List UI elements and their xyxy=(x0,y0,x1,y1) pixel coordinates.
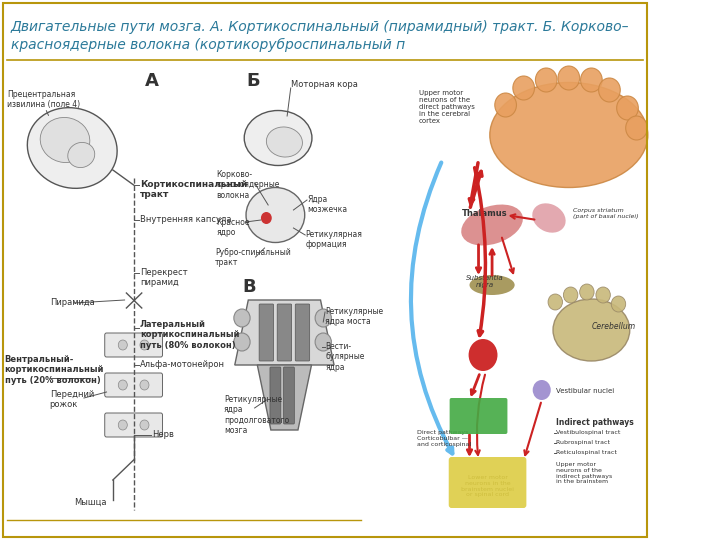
Text: Альфа-мотонейрон: Альфа-мотонейрон xyxy=(140,360,225,369)
Ellipse shape xyxy=(462,205,523,246)
FancyBboxPatch shape xyxy=(295,304,310,361)
Text: Передний
рожок: Передний рожок xyxy=(50,390,94,409)
Text: Корково-
красноядерные
волокна: Корково- красноядерные волокна xyxy=(217,170,280,200)
Text: А: А xyxy=(145,72,158,90)
Text: Б: Б xyxy=(246,72,260,90)
Text: Ретикулярная
формация: Ретикулярная формация xyxy=(305,230,362,249)
Polygon shape xyxy=(257,365,312,430)
Circle shape xyxy=(261,212,271,224)
Ellipse shape xyxy=(27,107,117,188)
Text: Нерв: Нерв xyxy=(152,430,174,439)
Circle shape xyxy=(513,76,534,100)
Text: Reticulospinal tract: Reticulospinal tract xyxy=(556,450,617,455)
Text: Upper motor
neurons of the
direct pathways
in the cerebral
cortex: Upper motor neurons of the direct pathwa… xyxy=(419,90,474,124)
Circle shape xyxy=(626,116,647,140)
Text: В: В xyxy=(242,278,256,296)
Circle shape xyxy=(495,93,516,117)
Text: Ядра
мозжечка: Ядра мозжечка xyxy=(307,195,347,214)
Text: Мышца: Мышца xyxy=(74,498,107,507)
FancyBboxPatch shape xyxy=(449,398,508,434)
Circle shape xyxy=(580,68,602,92)
FancyBboxPatch shape xyxy=(104,413,163,437)
FancyBboxPatch shape xyxy=(104,333,163,357)
Circle shape xyxy=(536,68,557,92)
Text: Двигательные пути мозга. А. Кортикоспинальный (пирамидный) тракт. Б. Корково–: Двигательные пути мозга. А. Кортикоспина… xyxy=(11,20,629,34)
Text: Vestibulospinal tract: Vestibulospinal tract xyxy=(556,430,621,435)
Text: Direct pathways
Corticobulbar —
and corticospinal: Direct pathways Corticobulbar — and cort… xyxy=(417,430,472,447)
FancyBboxPatch shape xyxy=(259,304,274,361)
Text: Reticular
formation: Reticular formation xyxy=(459,409,498,422)
Circle shape xyxy=(118,420,127,430)
Text: Прецентральная
извилина (поле 4): Прецентральная извилина (поле 4) xyxy=(7,90,81,110)
Ellipse shape xyxy=(490,83,648,187)
Text: Латеральный
кортикоспинальный
путь (80% волокон): Латеральный кортикоспинальный путь (80% … xyxy=(140,320,240,350)
Circle shape xyxy=(234,309,250,327)
Circle shape xyxy=(558,66,580,90)
Text: Вентральный-
кортикоспинальный
путь (20% волокон): Вентральный- кортикоспинальный путь (20%… xyxy=(4,355,104,385)
Ellipse shape xyxy=(469,275,515,295)
Circle shape xyxy=(548,294,562,310)
Circle shape xyxy=(140,420,149,430)
Text: Thalamus: Thalamus xyxy=(462,210,508,219)
Text: Indirect pathways: Indirect pathways xyxy=(556,418,634,427)
Text: Lower motor
neurons in the
brainstem nuclei
or spinal cord: Lower motor neurons in the brainstem nuc… xyxy=(461,475,514,497)
Circle shape xyxy=(580,284,594,300)
Circle shape xyxy=(315,333,331,351)
Circle shape xyxy=(118,380,127,390)
Text: Upper motor
neurons of the
indirect pathways
in the brainstem: Upper motor neurons of the indirect path… xyxy=(556,462,613,484)
Circle shape xyxy=(598,78,620,102)
Polygon shape xyxy=(235,300,334,365)
Text: Ретикулярные
ядра моста: Ретикулярные ядра моста xyxy=(325,307,383,326)
FancyBboxPatch shape xyxy=(270,367,281,424)
Circle shape xyxy=(140,380,149,390)
Text: Vestibular nuclei: Vestibular nuclei xyxy=(556,388,614,394)
Circle shape xyxy=(533,380,551,400)
Text: Кортикоспинальный
тракт: Кортикоспинальный тракт xyxy=(140,180,248,199)
Text: Вести-
булярные
ядра: Вести- булярные ядра xyxy=(325,342,364,372)
Ellipse shape xyxy=(40,118,90,163)
Circle shape xyxy=(596,287,611,303)
Text: Моторная кора: Моторная кора xyxy=(291,80,358,89)
Text: красноядерные волокна (кортикоруброспинальный п: красноядерные волокна (кортикоруброспина… xyxy=(11,38,405,52)
FancyBboxPatch shape xyxy=(449,457,526,508)
Circle shape xyxy=(118,340,127,350)
Text: Внутренняя капсула: Внутренняя капсула xyxy=(140,215,231,224)
Circle shape xyxy=(234,333,250,351)
Ellipse shape xyxy=(68,143,95,167)
Text: Substantia
nigra: Substantia nigra xyxy=(466,274,504,287)
Text: Cerebellum: Cerebellum xyxy=(592,322,636,331)
Text: Перекрест
пирамид: Перекрест пирамид xyxy=(140,268,188,287)
Circle shape xyxy=(315,309,331,327)
Text: Рубро-спинальный
тракт: Рубро-спинальный тракт xyxy=(215,248,291,267)
Text: Red
nucleus: Red nucleus xyxy=(469,349,497,360)
Circle shape xyxy=(469,339,498,371)
Ellipse shape xyxy=(246,187,305,242)
Ellipse shape xyxy=(553,299,630,361)
Circle shape xyxy=(611,296,626,312)
Text: Corpus striatum
(part of basal nuclei): Corpus striatum (part of basal nuclei) xyxy=(573,208,639,219)
FancyBboxPatch shape xyxy=(284,367,294,424)
Ellipse shape xyxy=(244,111,312,165)
Text: Ретикулярные
ядра
продолговатого
мозга: Ретикулярные ядра продолговатого мозга xyxy=(224,395,289,435)
FancyBboxPatch shape xyxy=(104,373,163,397)
Circle shape xyxy=(563,287,578,303)
Text: Красное
ядро: Красное ядро xyxy=(217,218,250,238)
Text: Пирамида: Пирамида xyxy=(50,298,94,307)
Ellipse shape xyxy=(266,127,302,157)
Circle shape xyxy=(140,340,149,350)
Circle shape xyxy=(616,96,639,120)
FancyBboxPatch shape xyxy=(277,304,292,361)
Ellipse shape xyxy=(532,204,566,233)
Text: Rubrospinal tract: Rubrospinal tract xyxy=(556,440,610,445)
